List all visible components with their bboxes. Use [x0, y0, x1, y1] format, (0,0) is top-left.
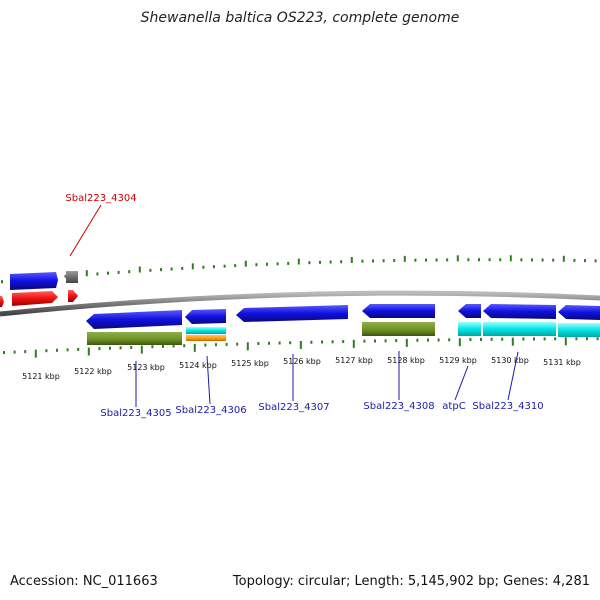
scale-label: 5121 kbp	[22, 372, 60, 381]
gene-label[interactable]: Sbal223_4305	[100, 408, 171, 419]
gene-callout-line	[206, 355, 211, 405]
gene-callout-line	[454, 365, 469, 401]
gene-callout-line	[507, 351, 519, 401]
scale-label: 5127 kbp	[335, 356, 373, 365]
cog-bar	[483, 322, 556, 336]
gene-label[interactable]: Sbal223_4310	[472, 401, 543, 412]
scale-label: 5125 kbp	[231, 359, 269, 368]
cog-bar	[458, 322, 481, 336]
cds-feature[interactable]	[12, 291, 58, 306]
gene-labels: Sbal223_4304 Sbal223_4305 Sbal223_4306 Sbal…	[65, 193, 543, 419]
gene-label[interactable]: atpC	[442, 401, 465, 412]
cds-feature-sbal223-4308[interactable]	[362, 304, 435, 318]
cds-feature-sbal223-4307[interactable]	[236, 305, 348, 322]
scale-label: 5130 kbp	[491, 356, 529, 365]
scale-label: 5128 kbp	[387, 356, 425, 365]
cds-feature-atpc[interactable]	[458, 304, 481, 318]
cds-feature[interactable]	[558, 305, 600, 320]
outer-tick-track	[1, 255, 597, 284]
genome-title: Shewanella baltica OS223, complete genom…	[140, 10, 460, 26]
scale-label: 5129 kbp	[439, 356, 477, 365]
cog-bar	[558, 323, 600, 337]
scale-label: 5131 kbp	[543, 358, 581, 367]
cds-feature-sbal223-4304[interactable]	[68, 290, 78, 302]
cog-bar	[362, 322, 435, 336]
gene-label[interactable]: Sbal223_4306	[175, 405, 246, 416]
scale-label: 5124 kbp	[179, 361, 217, 370]
forward-strand-features	[0, 271, 78, 307]
cog-bar	[186, 335, 226, 341]
scale-label: 5122 kbp	[74, 367, 112, 376]
gene-callout-line	[69, 204, 102, 257]
cds-feature[interactable]	[10, 272, 58, 290]
scale-label: 5126 kbp	[283, 357, 321, 366]
genome-summary: Topology: circular; Length: 5,145,902 bp…	[232, 574, 590, 589]
gene-label[interactable]: Sbal223_4307	[258, 402, 329, 413]
cds-feature[interactable]	[0, 296, 4, 307]
cds-feature-sbal223-4310[interactable]	[483, 304, 556, 319]
reverse-strand-features	[86, 304, 600, 345]
gene-label[interactable]: Sbal223_4304	[65, 193, 136, 204]
accession-label: Accession: NC_011663	[10, 574, 158, 589]
scale-labels: 5121 kbp 5122 kbp 5123 kbp 5124 kbp 5125 kbp…	[22, 356, 581, 381]
scale-label: 5123 kbp	[127, 363, 165, 372]
gene-label[interactable]: Sbal223_4308	[363, 401, 434, 412]
cog-bar	[186, 327, 226, 334]
cds-feature-sbal223-4305[interactable]	[86, 310, 182, 329]
cds-feature-sbal223-4306[interactable]	[185, 309, 226, 324]
genome-backbone	[0, 290, 600, 317]
inner-tick-track	[3, 337, 599, 358]
cds-feature[interactable]	[66, 271, 78, 283]
cog-bar	[87, 332, 182, 345]
